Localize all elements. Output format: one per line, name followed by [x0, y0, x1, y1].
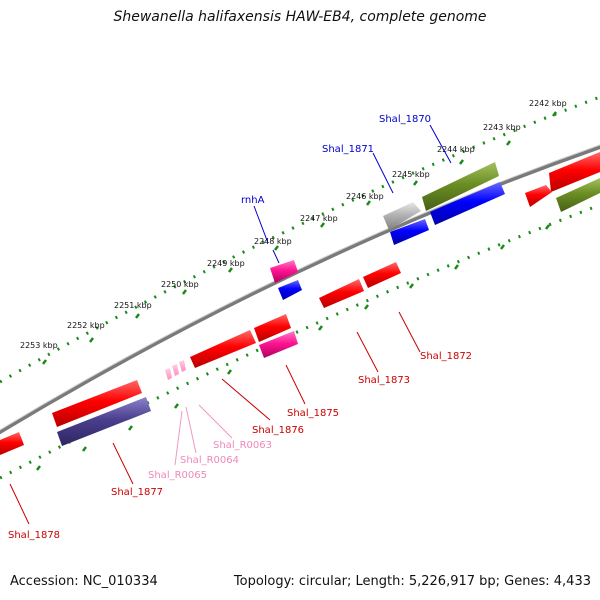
feature-shal-1873[interactable]: [319, 279, 364, 308]
tick-label: 2251 kbp: [114, 301, 152, 310]
genome-backbone: [0, 144, 600, 435]
feature-fwd-small[interactable]: [525, 185, 552, 207]
label-shal-1870: Shal_1870: [379, 114, 431, 125]
accession-label: Accession: NC_010334: [10, 574, 158, 589]
tick-label: 2252 kbp: [67, 321, 105, 330]
tick-label: 2248 kbp: [254, 237, 292, 246]
feature-shal-1870-fwd[interactable]: [422, 162, 499, 211]
feature-fwd-right-fragment[interactable]: [549, 152, 600, 192]
feature-shal-1872[interactable]: [363, 262, 401, 288]
trna-chevrons[interactable]: [165, 360, 186, 380]
feature-labels: Shal_1870 Shal_1871 rnhA Shal_1872 Shal_…: [8, 114, 472, 541]
feature-shal-1876-fwd[interactable]: [190, 330, 256, 368]
genome-backbone-highlight: [0, 144, 600, 431]
feature-shal-1877-fwd[interactable]: [52, 380, 142, 427]
label-shal-1878: Shal_1878: [8, 530, 60, 541]
label-shal-1873: Shal_1873: [358, 375, 410, 386]
label-shal-1877: Shal_1877: [111, 487, 163, 498]
label-shal-1876: Shal_1876: [252, 425, 304, 436]
feature-rnha-blue[interactable]: [278, 280, 302, 300]
tick-label: 2247 kbp: [300, 214, 338, 223]
tick-label: 2253 kbp: [20, 341, 58, 350]
tick-labels: 2242 kbp 2243 kbp 2244 kbp 2245 kbp 2246…: [20, 99, 567, 350]
tick-label: 2250 kbp: [161, 280, 199, 289]
leader-lines: [9, 124, 452, 525]
feature-shal-1871-fwd[interactable]: [383, 202, 421, 230]
map-title: Shewanella halifaxensis HAW-EB4, complet…: [113, 9, 487, 25]
label-shal-1871: Shal_1871: [322, 144, 374, 155]
label-shal-r0065: Shal_R0065: [148, 470, 207, 481]
tick-label: 2242 kbp: [529, 99, 567, 108]
feature-green-right[interactable]: [556, 178, 600, 212]
feature-shal-1870-rev[interactable]: [430, 182, 505, 225]
feature-shal-1877-rev[interactable]: [57, 397, 151, 446]
label-shal-1872: Shal_1872: [420, 351, 472, 362]
feature-shal-1875-rev[interactable]: [259, 331, 298, 358]
feature-rnha-magenta[interactable]: [270, 260, 298, 283]
tick-label: 2246 kbp: [346, 192, 384, 201]
upper-major-ticks: [42, 111, 557, 365]
feature-shal-1875-fwd[interactable]: [254, 314, 291, 342]
tick-label: 2249 kbp: [207, 259, 245, 268]
label-shal-r0063: Shal_R0063: [213, 440, 272, 451]
upper-tick-track: [0, 95, 600, 384]
genome-summary: Topology: circular; Length: 5,226,917 bp…: [233, 574, 591, 589]
label-shal-1875: Shal_1875: [287, 408, 339, 419]
label-shal-r0064: Shal_R0064: [180, 455, 239, 466]
label-rnha: rnhA: [241, 195, 265, 206]
feature-shal-1878-fwd[interactable]: [0, 432, 24, 455]
feature-shal-1871-rev[interactable]: [390, 219, 429, 245]
tick-label: 2244 kbp: [437, 145, 475, 154]
tick-label: 2245 kbp: [392, 170, 430, 179]
tick-label: 2243 kbp: [483, 123, 521, 132]
